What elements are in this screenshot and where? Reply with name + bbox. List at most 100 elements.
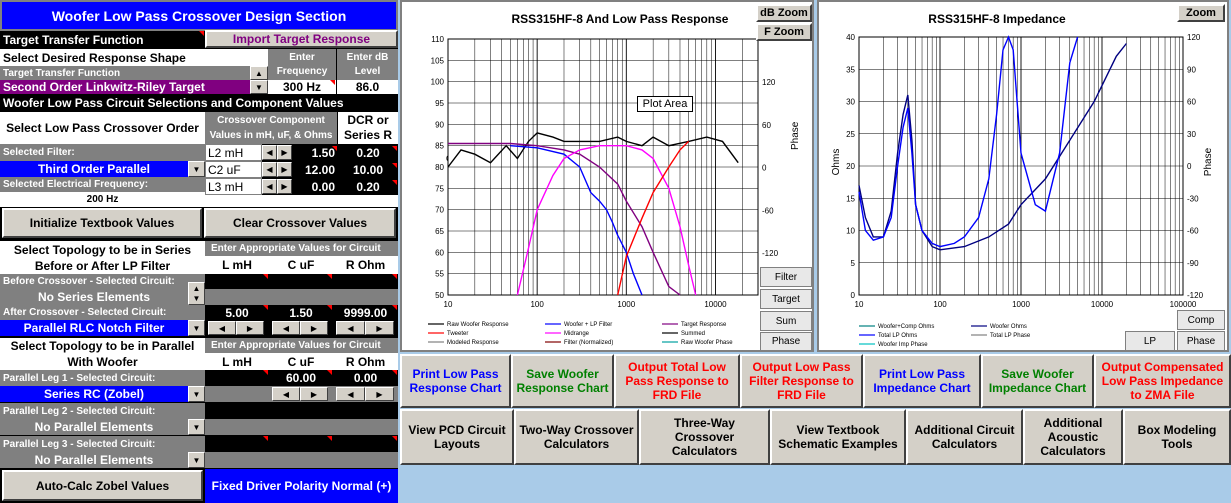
output-total-lp-frd-button[interactable]: Output Total Low Pass Response to FRD Fi… — [614, 354, 740, 408]
response-y2label: Phase — [790, 121, 801, 150]
y-tick-label: 50 — [435, 291, 444, 300]
view-textbook-examples-button[interactable]: View Textbook Schematic Examples — [770, 409, 906, 465]
print-lp-impedance-label: Print Low Pass Impedance Chart — [873, 367, 971, 395]
x-tick-label: 10 — [444, 300, 453, 309]
filter-dropdown-arrow-icon[interactable]: ▼ — [188, 161, 205, 177]
clear-crossover-button[interactable]: Clear Crossover Values — [204, 208, 396, 238]
comment-marker-icon — [327, 370, 332, 375]
initialize-textbook-button[interactable]: Initialize Textbook Values — [2, 208, 202, 238]
leg1-r-value[interactable]: 0.00 — [333, 370, 398, 386]
additional-circuit-calculators-button[interactable]: Additional Circuit Calculators — [906, 409, 1023, 465]
leg1-c-value[interactable]: 60.00 — [269, 370, 333, 386]
series-line — [510, 145, 643, 296]
component-label-l2: L2 mH — [205, 144, 262, 161]
db-level-input[interactable]: 86.0 — [337, 80, 398, 94]
comp-button[interactable]: Comp — [1177, 310, 1225, 330]
f-zoom-button[interactable]: F Zoom — [756, 23, 812, 41]
leg1-dropdown-icon[interactable]: ▼ — [188, 386, 205, 402]
leg1-select[interactable]: Series RC (Zobel) — [0, 386, 188, 402]
comment-marker-icon — [199, 31, 204, 36]
component-value-l3[interactable]: 0.00 — [292, 178, 338, 195]
component-dcr-l2[interactable]: 0.20 — [338, 144, 398, 161]
phase-button[interactable]: Phase — [760, 332, 812, 351]
two-way-calculators-label: Two-Way Crossover Calculators — [519, 423, 634, 451]
two-way-calculators-button[interactable]: Two-Way Crossover Calculators — [514, 409, 639, 465]
impedance-chart[interactable]: RSS315HF-8 Impedance Ohms Phase 40 35 30 25… — [817, 0, 1229, 352]
x-tick-label: 10000 — [704, 300, 727, 309]
target-transfer-label: Target Transfer Function — [0, 31, 205, 48]
select-lp-order-label: Select Low Pass Crossover Order — [0, 112, 205, 144]
frequency-input[interactable]: 300 Hz — [268, 80, 336, 94]
component-spinner-l2[interactable]: ◀ ▶ — [262, 145, 292, 160]
selected-filter-select[interactable]: Third Order Parallel — [0, 161, 188, 177]
impedance-chart-title: RSS315HF-8 Impedance — [928, 12, 1066, 26]
leg3-dropdown-icon[interactable]: ▼ — [188, 452, 205, 468]
before-crossover-select[interactable]: No Series Elements — [0, 289, 188, 305]
lp-button[interactable]: LP — [1125, 331, 1175, 351]
parallel-col-r: R Ohm — [333, 353, 398, 370]
after-c-spinner[interactable]: ◀ ▶ — [272, 321, 328, 335]
y-tick-label: 65 — [435, 227, 444, 236]
after-crossover-dropdown-icon[interactable]: ▼ — [188, 320, 205, 336]
comment-marker-icon — [392, 370, 397, 375]
after-crossover-select[interactable]: Parallel RLC Notch Filter — [0, 320, 188, 336]
y-tick-label: 30 — [846, 98, 855, 107]
auto-calc-zobel-button[interactable]: Auto-Calc Zobel Values — [2, 470, 203, 501]
selected-freq-value: 200 Hz — [0, 192, 205, 207]
leg2-select[interactable]: No Parallel Elements — [0, 419, 188, 435]
additional-acoustic-calculators-label: Additional Acoustic Calculators — [1040, 416, 1106, 458]
impedance-zoom-button[interactable]: Zoom — [1177, 4, 1225, 22]
fixed-polarity-display[interactable]: Fixed Driver Polarity Normal (+) — [205, 469, 398, 503]
import-target-response-button[interactable]: Import Target Response — [205, 30, 398, 48]
y-tick-label: 40 — [846, 33, 855, 42]
series-col-r: R Ohm — [333, 256, 398, 274]
three-way-calculators-button[interactable]: Three-Way Crossover Calculators — [639, 409, 770, 465]
before-values-spacer — [205, 289, 398, 305]
sum-button[interactable]: Sum — [760, 311, 812, 331]
impedance-phase-button[interactable]: Phase — [1177, 331, 1225, 351]
box-modeling-tools-button[interactable]: Box Modeling Tools — [1123, 409, 1231, 465]
view-pcd-layouts-button[interactable]: View PCD Circuit Layouts — [400, 409, 514, 465]
y2-tick-label: -30 — [1187, 194, 1199, 203]
leg2-dropdown-icon[interactable]: ▼ — [188, 419, 205, 435]
component-value-c2[interactable]: 12.00 — [292, 161, 338, 178]
after-r-value[interactable]: 9999.00 — [333, 305, 398, 320]
response-shape-select[interactable]: Second Order Linkwitz-Riley Target — [0, 80, 250, 94]
db-zoom-button[interactable]: dB Zoom — [756, 4, 812, 22]
component-spinner-c2[interactable]: ◀ ▶ — [262, 162, 292, 177]
leg1-r-spinner[interactable]: ◀ ▶ — [336, 387, 394, 401]
parallel-col-l: L mH — [205, 353, 269, 370]
before-crossover-spinner-icon[interactable]: ▲ ▼ — [188, 282, 205, 305]
component-spinner-l3[interactable]: ◀ ▶ — [262, 179, 292, 194]
leg3-select[interactable]: No Parallel Elements — [0, 452, 188, 468]
series-line — [447, 132, 739, 168]
leg1-l-value[interactable] — [205, 370, 269, 386]
leg2-spacer — [205, 419, 398, 435]
after-l-value[interactable]: 5.00 — [205, 305, 269, 320]
y2-tick-label: 0 — [1187, 162, 1192, 171]
component-dcr-l3[interactable]: 0.20 — [338, 178, 398, 195]
additional-acoustic-calculators-button[interactable]: Additional Acoustic Calculators — [1023, 409, 1123, 465]
component-dcr-c2[interactable]: 10.00 — [338, 161, 398, 178]
save-woofer-response-button[interactable]: Save Woofer Response Chart — [511, 354, 614, 408]
after-r-spinner[interactable]: ◀ ▶ — [336, 321, 394, 335]
comment-marker-icon — [263, 305, 268, 310]
leg1-c-spinner[interactable]: ◀ ▶ — [272, 387, 328, 401]
after-l-spinner[interactable]: ◀ ▶ — [208, 321, 264, 335]
y-tick-label: 85 — [435, 142, 444, 151]
response-shape-spinner[interactable]: ▲ ▼ — [250, 66, 268, 94]
y2-tick-label: -120 — [762, 249, 779, 258]
print-lp-impedance-button[interactable]: Print Low Pass Impedance Chart — [863, 354, 981, 408]
target-button[interactable]: Target — [760, 289, 812, 309]
filter-button[interactable]: Filter — [760, 267, 812, 287]
component-value-l2[interactable]: 1.50 — [292, 144, 338, 161]
y-tick-label: 90 — [435, 120, 444, 129]
selected-freq-label: Selected Electrical Frequency: — [0, 177, 205, 192]
comment-marker-icon — [392, 305, 397, 310]
after-c-value[interactable]: 1.50 — [269, 305, 333, 320]
output-lp-filter-frd-button[interactable]: Output Low Pass Filter Response to FRD F… — [740, 354, 863, 408]
response-chart[interactable]: RSS315HF-8 And Low Pass Response dB Phas… — [400, 0, 814, 352]
print-lp-response-button[interactable]: Print Low Pass Response Chart — [400, 354, 511, 408]
output-compensated-zma-button[interactable]: Output Compensated Low Pass Impedance to… — [1094, 354, 1231, 408]
save-woofer-impedance-button[interactable]: Save Woofer Impedance Chart — [981, 354, 1094, 408]
